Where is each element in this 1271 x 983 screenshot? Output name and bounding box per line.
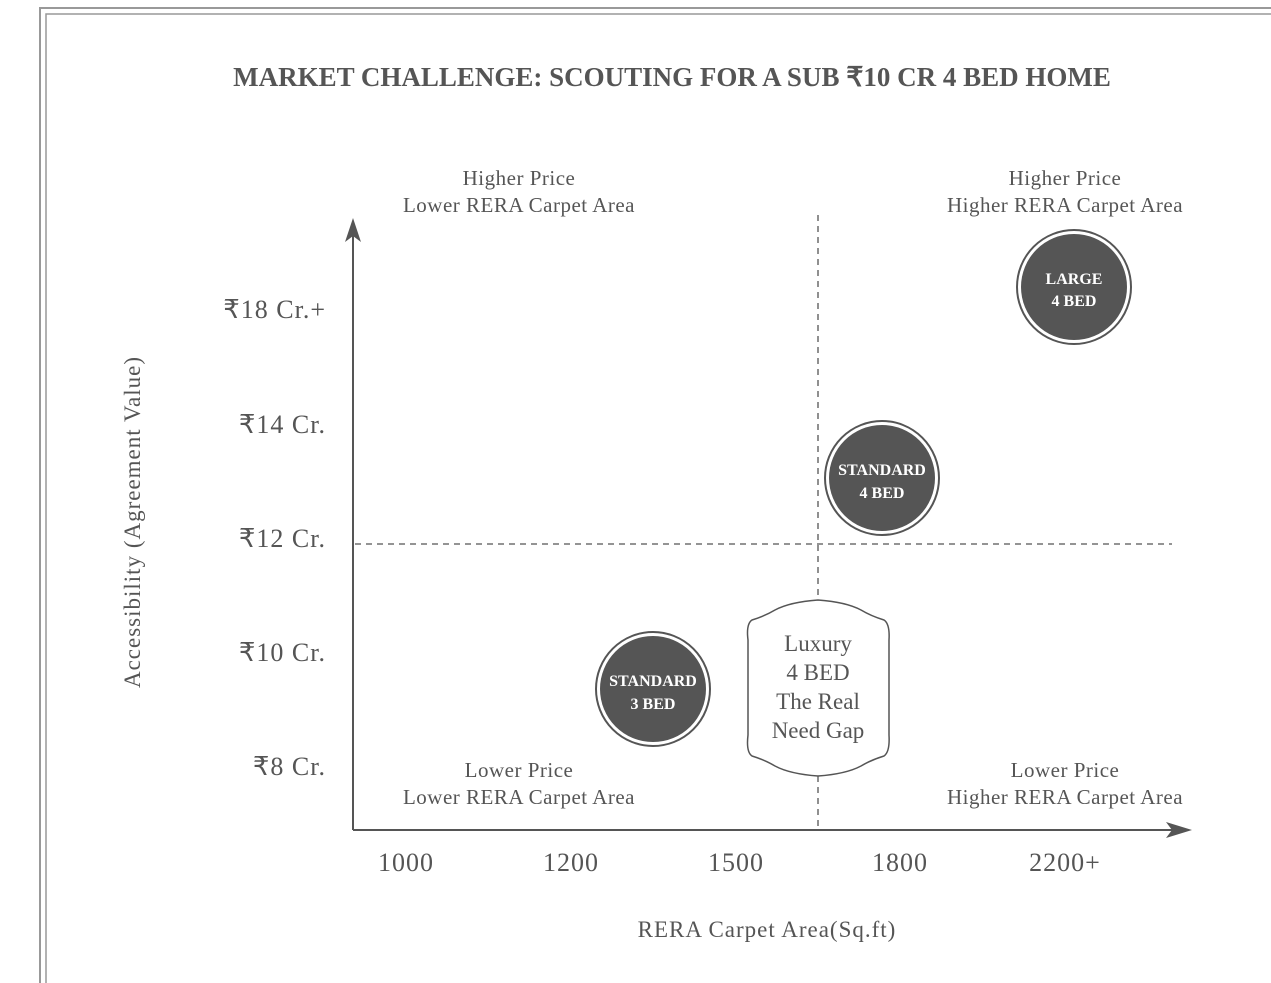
x-arrow	[1166, 822, 1192, 838]
x-tick-label: 1800	[872, 848, 928, 877]
quadrant-label: Lower Price	[465, 758, 574, 782]
bubble-label: LARGE	[1046, 271, 1103, 288]
bubble: STANDARD 3 BED	[595, 631, 711, 747]
y-tick-label: ₹8 Cr.	[253, 752, 326, 781]
bubble-label: 4 BED	[860, 485, 905, 502]
x-tick-label: 1000	[378, 848, 434, 877]
y-tick-label: ₹12 Cr.	[239, 524, 326, 553]
bubble-label: STANDARD	[609, 673, 697, 690]
y-tick-label: ₹14 Cr.	[239, 410, 326, 439]
x-tick-label: 2200+	[1029, 848, 1101, 877]
quadrant-label: Lower RERA Carpet Area	[403, 193, 635, 217]
x-tick-label: 1200	[543, 848, 599, 877]
y-arrow	[345, 218, 361, 242]
gap-label: 4 BED	[786, 660, 849, 685]
gap-label: Need Gap	[772, 718, 865, 743]
quadrant-label: Lower RERA Carpet Area	[403, 785, 635, 809]
bubble: STANDARD 4 BED	[824, 420, 940, 536]
quadrant-label: Higher RERA Carpet Area	[947, 785, 1183, 809]
y-tick-label: ₹18 Cr.+	[223, 295, 326, 324]
gap-label: Luxury	[784, 631, 852, 656]
x-axis-label: RERA Carpet Area(Sq.ft)	[638, 917, 897, 942]
quadrant-label: Higher Price	[1009, 166, 1122, 190]
x-tick-label: 1500	[708, 848, 764, 877]
y-axis-label: Accessibility (Agreement Value)	[120, 356, 145, 688]
y-tick-label: ₹10 Cr.	[239, 638, 326, 667]
quadrant-label: Higher RERA Carpet Area	[947, 193, 1183, 217]
gap-label: The Real	[776, 689, 860, 714]
bubble-label: STANDARD	[838, 462, 926, 479]
gap-callout	[746, 599, 890, 777]
bubble: LARGE 4 BED	[1016, 229, 1132, 345]
quadrant-label: Lower Price	[1011, 758, 1120, 782]
frame-outer	[39, 7, 1271, 983]
frame-inner	[45, 13, 1271, 983]
quadrant-label: Higher Price	[463, 166, 576, 190]
bubble-label: 3 BED	[631, 696, 676, 713]
title: MARKET CHALLENGE: SCOUTING FOR A SUB ₹10…	[233, 62, 1111, 92]
bubble-label: 4 BED	[1052, 293, 1097, 310]
